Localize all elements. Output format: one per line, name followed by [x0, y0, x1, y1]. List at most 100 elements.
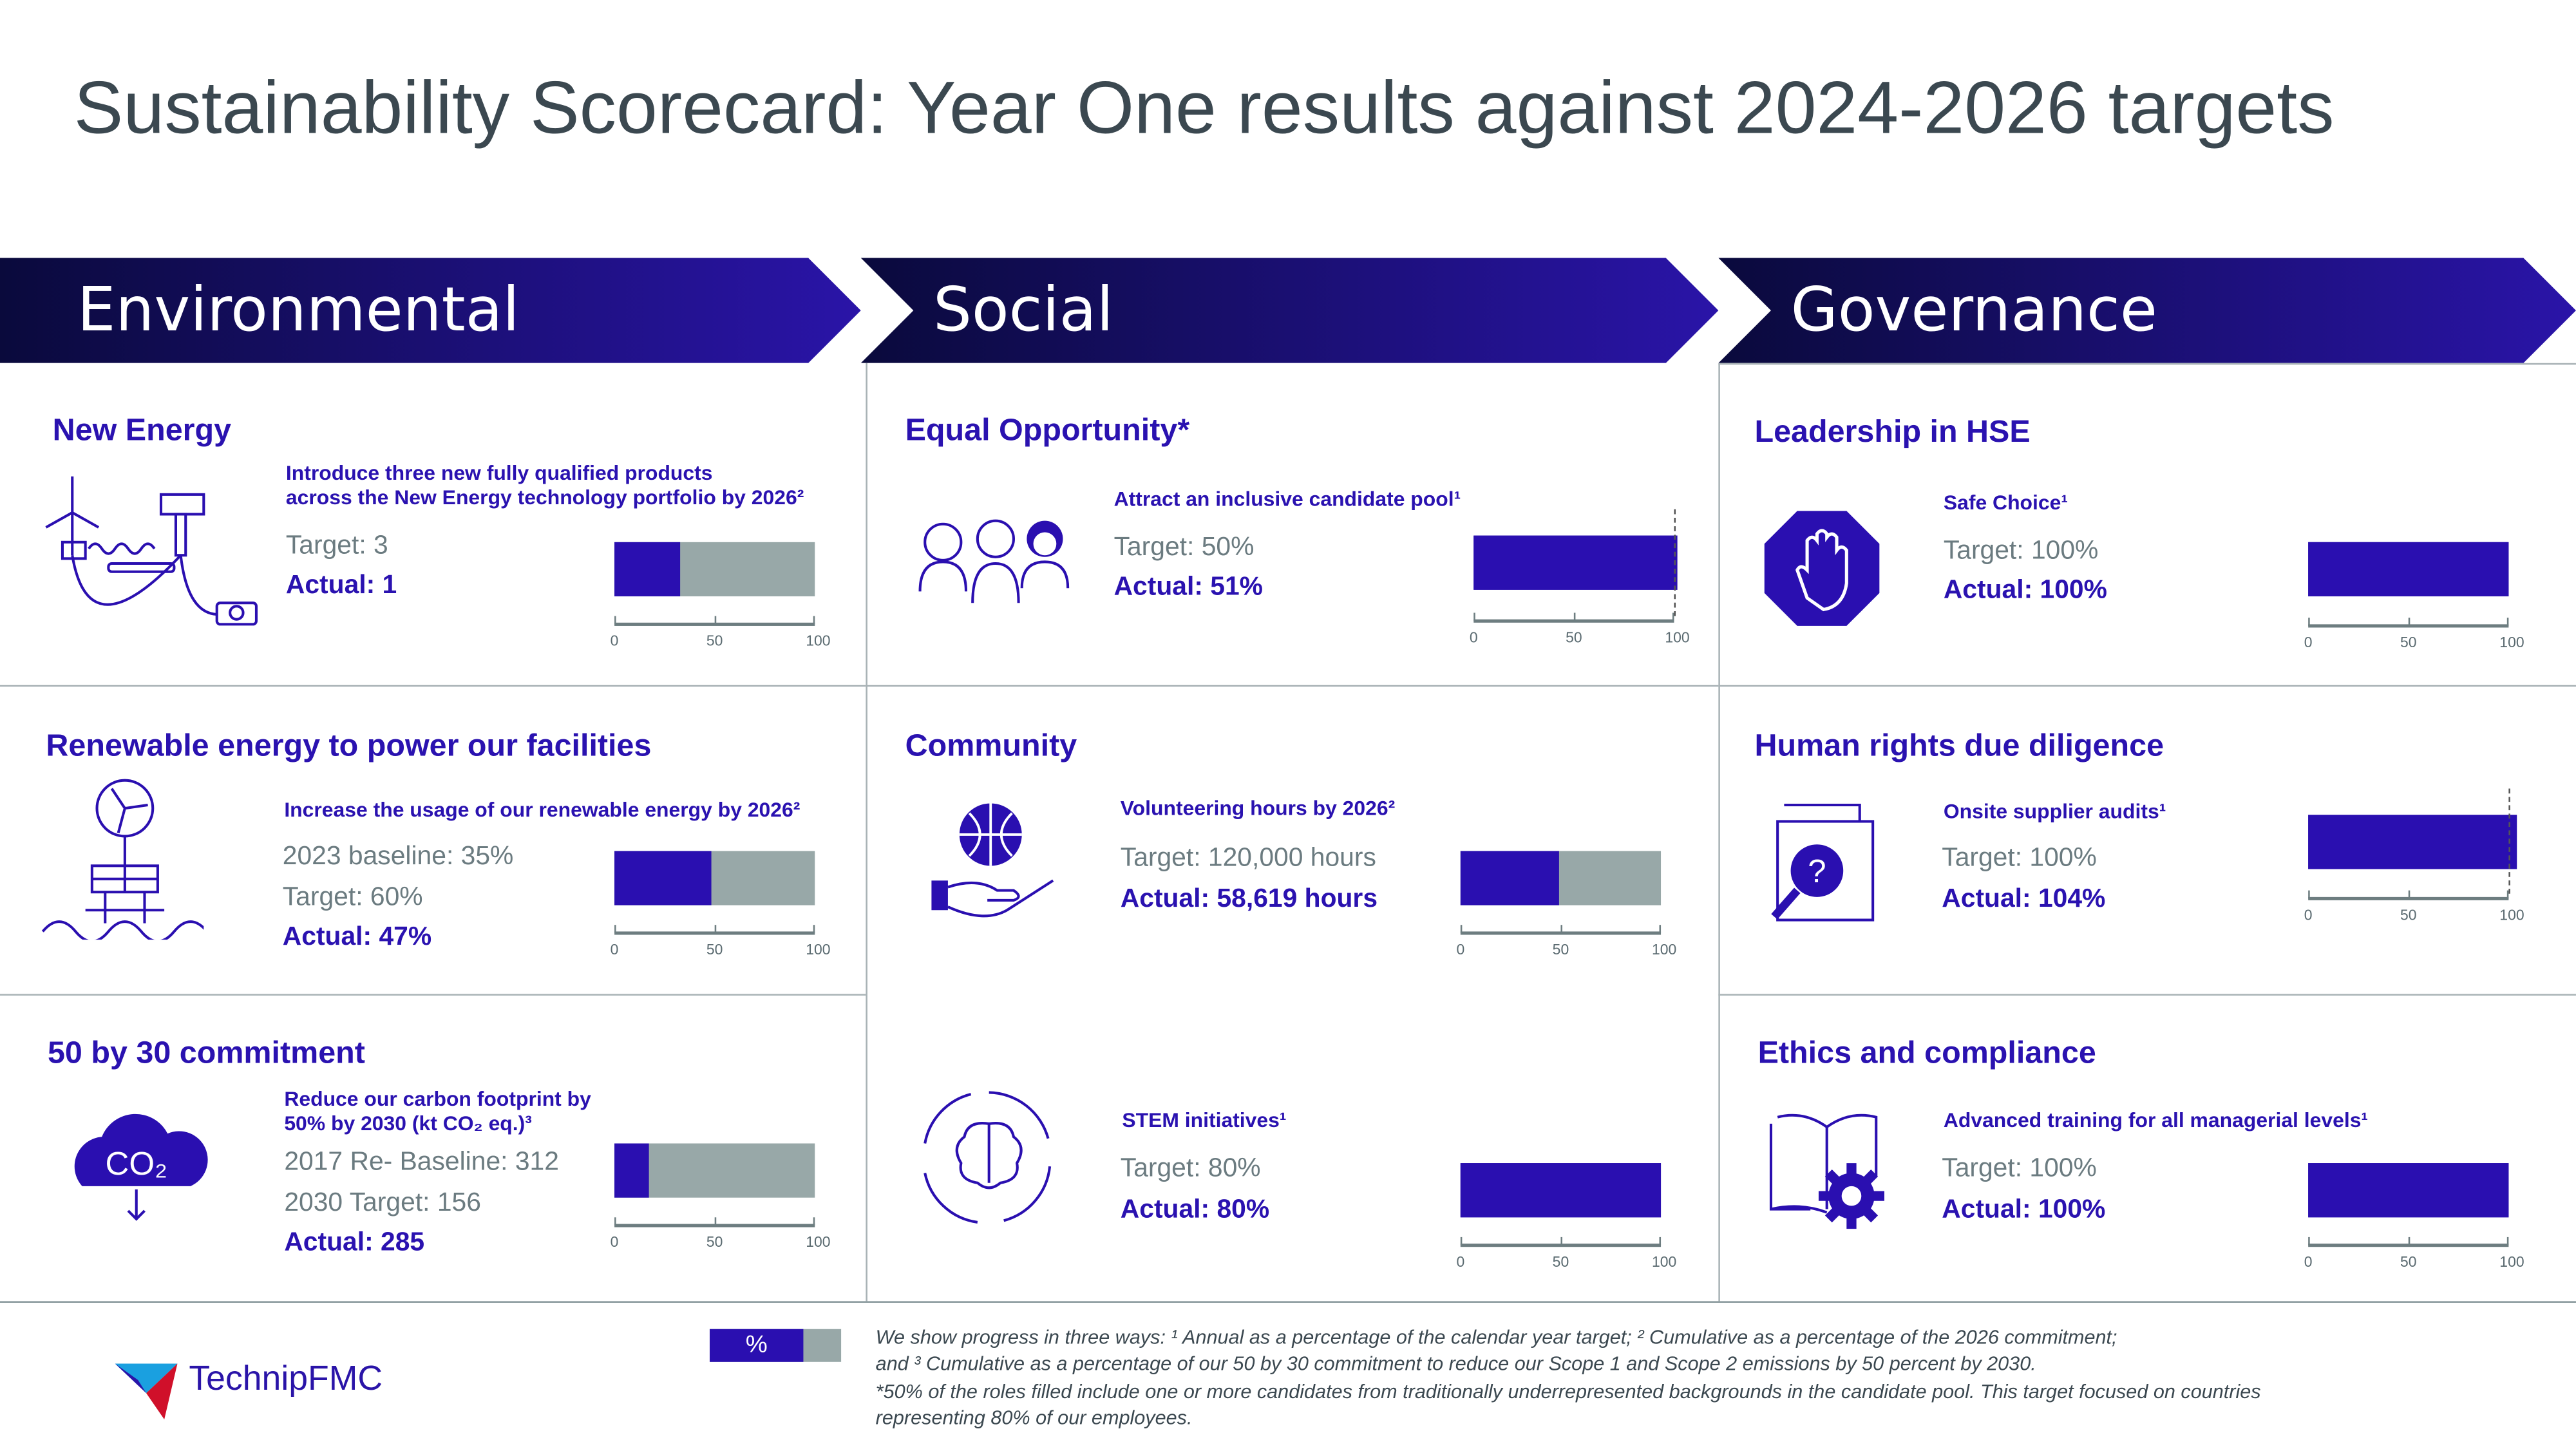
- divider: [1718, 363, 1720, 1302]
- axis-tick-label: 100: [1651, 941, 1677, 958]
- axis-tick-label: 100: [806, 941, 831, 958]
- progress-axis: [614, 1224, 815, 1227]
- axis-tick: [614, 925, 616, 933]
- progress-bar: [2308, 542, 2509, 597]
- legend-percent-symbol: %: [710, 1329, 804, 1362]
- progress-fill: [1473, 535, 1678, 590]
- progress-axis: [2308, 1244, 2509, 1247]
- divider: [0, 994, 866, 996]
- actual-value: Actual: 104%: [1942, 884, 2106, 913]
- axis-tick: [1573, 612, 1576, 621]
- progress-bar: [614, 542, 815, 597]
- axis-tick-label: 50: [706, 941, 723, 958]
- actual-value: Actual: 51%: [1113, 573, 1263, 601]
- document-search-icon: ?: [1765, 802, 1888, 942]
- progress-bar: [1460, 1163, 1662, 1218]
- divider: [1718, 363, 2576, 365]
- axis-tick: [2408, 618, 2410, 626]
- divider: [1718, 685, 2576, 687]
- card-subtitle: Advanced training for all managerial lev…: [1944, 1109, 2368, 1133]
- card-title: 50 by 30 commitment: [47, 1036, 365, 1072]
- axis-tick: [2506, 618, 2509, 626]
- footnote: We show progress in three ways: ¹ Annual…: [875, 1325, 2117, 1349]
- progress-axis: [1460, 931, 1662, 935]
- logo-text: TechnipFMC: [189, 1360, 383, 1398]
- pillar-governance: Governance: [1790, 274, 2158, 345]
- axis-tick: [1473, 612, 1475, 621]
- offshore-energy-icon: [39, 473, 269, 638]
- divider: [866, 685, 1719, 687]
- axis-tick-label: 0: [2304, 1253, 2313, 1270]
- progress-axis: [614, 931, 815, 935]
- metric-line: Target: 3: [285, 532, 388, 560]
- progress-axis: [2308, 624, 2509, 628]
- axis-tick: [1460, 1236, 1463, 1245]
- divider: [866, 363, 867, 1302]
- axis-tick-label: 50: [1566, 629, 1582, 646]
- subtitle-line: Introduce three new fully qualified prod…: [285, 461, 713, 485]
- progress-fill: [2308, 815, 2517, 869]
- metric-line: Target: 60%: [282, 883, 423, 911]
- axis-tick: [2408, 890, 2410, 899]
- target-marker: [2508, 788, 2510, 894]
- actual-value: Actual: 47%: [282, 923, 432, 952]
- target-marker: [1674, 509, 1676, 616]
- axis-tick: [813, 1217, 815, 1226]
- axis-tick-label: 50: [2400, 907, 2417, 923]
- subtitle-line: 50% by 2030 (kt CO₂ eq.)³: [284, 1112, 532, 1135]
- card-title: Leadership in HSE: [1754, 415, 2031, 450]
- axis-tick-label: 100: [1665, 629, 1690, 646]
- metric-line: Target: 100%: [1942, 1155, 2097, 1183]
- progress-fill: [1460, 851, 1559, 905]
- card-subtitle: Introduce three new fully qualified prod…: [286, 462, 804, 511]
- axis-tick: [614, 616, 616, 625]
- renewable-energy-icon: [39, 775, 208, 948]
- axis-tick-label: 100: [2499, 907, 2524, 923]
- axis-tick: [1560, 925, 1563, 933]
- progress-axis: [2308, 896, 2509, 900]
- page-title: Sustainability Scorecard: Year One resul…: [73, 66, 2334, 150]
- progress-axis: [614, 622, 815, 626]
- metric-line: Target: 50%: [1113, 534, 1255, 562]
- axis-tick: [714, 1217, 717, 1226]
- axis-tick: [714, 616, 717, 625]
- axis-tick: [2506, 1236, 2509, 1245]
- progress-axis: [1473, 619, 1674, 623]
- axis-tick: [2408, 1236, 2410, 1245]
- card-subtitle: Safe Choice¹: [1944, 491, 2068, 516]
- axis-tick: [2506, 890, 2509, 899]
- footnotes: We show progress in three ways: ¹ Annual…: [876, 1324, 2261, 1431]
- axis-tick-label: 100: [806, 1233, 831, 1251]
- axis-tick: [813, 616, 815, 625]
- axis-tick-label: 50: [2400, 1253, 2417, 1270]
- co2-cloud-icon: CO₂: [66, 1104, 214, 1244]
- actual-value: Actual: 80%: [1120, 1195, 1270, 1224]
- progress-bar: [1473, 535, 1678, 590]
- card-title: Human rights due diligence: [1754, 729, 2164, 764]
- people-group-icon: [913, 513, 1077, 620]
- svg-text:?: ?: [1808, 853, 1826, 889]
- footnote: *50% of the roles filled include one or …: [875, 1379, 2261, 1403]
- subtitle-line: Attract an inclusive candidate pool¹: [1113, 488, 1461, 511]
- subtitle-line: Reduce our carbon footprint by: [284, 1087, 591, 1111]
- progress-fill: [614, 542, 681, 597]
- brain-cycle-icon: [915, 1084, 1063, 1240]
- progress-bar: [1460, 851, 1662, 905]
- axis-tick-label: 100: [2499, 1253, 2524, 1270]
- subtitle-line: Increase the usage of our renewable ener…: [284, 798, 800, 822]
- svg-text:CO₂: CO₂: [106, 1145, 167, 1182]
- axis-tick: [2308, 1236, 2310, 1245]
- divider: [0, 685, 866, 687]
- metric-line: 2017 Re- Baseline: 312: [284, 1148, 559, 1177]
- axis-tick: [1659, 925, 1662, 933]
- actual-value: Actual: 100%: [1943, 576, 2107, 605]
- metric-line: 2023 baseline: 35%: [282, 842, 514, 871]
- book-gear-icon: [1761, 1110, 1901, 1250]
- card-subtitle: Onsite supplier audits¹: [1944, 800, 2166, 824]
- axis-tick: [1672, 612, 1674, 621]
- progress-bar: [2308, 1163, 2509, 1218]
- footnote: representing 80% of our employees.: [875, 1406, 1193, 1430]
- axis-tick-label: 50: [2400, 634, 2417, 651]
- card-subtitle: Increase the usage of our renewable ener…: [284, 799, 800, 823]
